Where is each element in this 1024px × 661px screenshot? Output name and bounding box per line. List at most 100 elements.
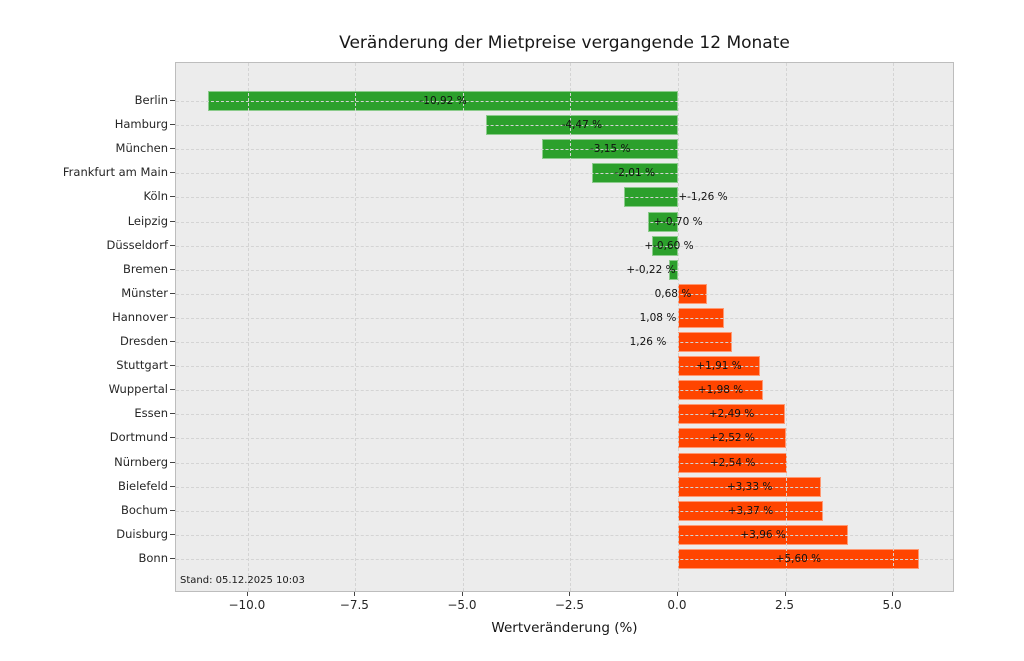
y-tick-label: München bbox=[115, 141, 168, 156]
y-tick-mark bbox=[170, 172, 175, 174]
y-gridline bbox=[176, 101, 953, 102]
bar-value-label: +2,49 % bbox=[708, 408, 755, 421]
x-gridline bbox=[785, 63, 787, 591]
y-gridline bbox=[176, 414, 953, 416]
y-gridline bbox=[176, 197, 953, 199]
y-tick-label: Berlin bbox=[134, 93, 168, 107]
bar-value-label: -2,01 % bbox=[614, 167, 655, 180]
y-gridline bbox=[176, 149, 953, 151]
y-tick-label: Bielefeld bbox=[117, 478, 168, 493]
bar-value-label: +2,52 % bbox=[709, 432, 755, 445]
bar-value-label: +1,91 % bbox=[696, 360, 742, 373]
y-tick-mark bbox=[170, 461, 175, 463]
y-gridline bbox=[176, 221, 953, 223]
y-tick-mark bbox=[170, 365, 175, 367]
y-gridline bbox=[176, 486, 953, 488]
y-tick-label: Hannover bbox=[112, 309, 168, 324]
bar-value-label: 1,08 % bbox=[639, 311, 677, 324]
x-axis-label: Wertveränderung (%) bbox=[491, 620, 638, 636]
x-tick-mark bbox=[892, 592, 894, 596]
bar-value-label: +-1,26 % bbox=[678, 191, 728, 204]
x-tick-label: −10.0 bbox=[228, 598, 266, 612]
y-tick-mark bbox=[170, 316, 175, 318]
y-tick-mark bbox=[170, 389, 175, 391]
y-tick-label: Münster bbox=[121, 285, 168, 300]
y-gridline bbox=[176, 438, 953, 440]
y-tick-label: Düsseldorf bbox=[106, 237, 168, 252]
y-gridline bbox=[176, 462, 953, 464]
bar-value-label: +3,96 % bbox=[740, 528, 786, 541]
y-tick-mark bbox=[170, 100, 175, 101]
x-tick-mark bbox=[461, 592, 463, 596]
plot-area: -10,92 % -4,47 % -3,15 % -2,01 % +-1,26 % +-0… bbox=[175, 62, 954, 592]
y-tick-label: Frankfurt am Main bbox=[62, 165, 168, 180]
y-tick-label: Essen bbox=[134, 406, 168, 421]
y-tick-mark bbox=[170, 196, 175, 198]
x-gridline bbox=[677, 63, 679, 591]
y-tick-label: Wuppertal bbox=[108, 382, 168, 397]
bar-value-label: +5,60 % bbox=[775, 552, 822, 565]
bar-value-label: +-0,22 % bbox=[626, 263, 676, 276]
y-tick-label: Leipzig bbox=[127, 213, 168, 228]
y-tick-mark bbox=[170, 413, 175, 415]
y-tick-mark bbox=[170, 509, 175, 511]
x-gridline bbox=[570, 63, 572, 591]
y-tick-label: Bremen bbox=[122, 261, 168, 276]
y-gridline bbox=[176, 317, 953, 319]
y-tick-mark bbox=[170, 148, 175, 150]
y-gridline bbox=[176, 269, 953, 271]
y-tick-mark bbox=[170, 124, 175, 126]
y-tick-mark bbox=[170, 292, 175, 294]
bar-value-label: +1,98 % bbox=[697, 384, 744, 397]
bar-value-label: 1,26 % bbox=[629, 336, 667, 348]
bar-value-label: -4,47 % bbox=[561, 119, 603, 132]
x-tick-mark bbox=[569, 592, 571, 596]
y-tick-mark bbox=[170, 268, 175, 270]
y-tick-label: Duisburg bbox=[116, 526, 168, 541]
x-tick-label: 5.0 bbox=[882, 598, 902, 612]
y-gridline bbox=[176, 125, 953, 127]
x-tick-label: −7.5 bbox=[339, 598, 369, 612]
y-tick-mark bbox=[170, 244, 175, 246]
bar-value-label: +2,54 % bbox=[709, 456, 756, 469]
y-tick-label: Bonn bbox=[138, 550, 168, 565]
x-tick-mark bbox=[676, 592, 678, 596]
x-gridline bbox=[893, 63, 895, 591]
x-tick-label: 0.0 bbox=[667, 598, 687, 612]
chart-title: Veränderung der Mietpreise vergangende 1… bbox=[339, 33, 790, 53]
x-tick-mark bbox=[784, 592, 786, 596]
y-tick-label: Köln bbox=[143, 189, 169, 204]
y-tick-mark bbox=[170, 485, 175, 487]
y-tick-label: Nürnberg bbox=[114, 454, 168, 469]
x-gridline bbox=[462, 63, 464, 591]
y-tick-mark bbox=[170, 341, 175, 342]
y-gridline bbox=[176, 534, 953, 536]
y-tick-mark bbox=[170, 220, 175, 222]
y-tick-mark bbox=[170, 557, 175, 559]
bar-value-label: +3,33 % bbox=[726, 480, 773, 493]
bar-value-label: 0,68 % bbox=[654, 287, 692, 300]
x-tick-mark bbox=[354, 592, 356, 596]
x-tick-label: −5.0 bbox=[447, 598, 477, 612]
y-tick-mark bbox=[170, 437, 175, 439]
timestamp-annotation: Stand: 05.12.2025 10:03 bbox=[180, 575, 305, 586]
y-tick-label: Hamburg bbox=[114, 117, 168, 132]
bar-value-label: -3,15 % bbox=[589, 143, 631, 156]
y-gridline bbox=[176, 342, 953, 343]
x-tick-label: −2.5 bbox=[554, 598, 584, 612]
y-tick-label: Dortmund bbox=[109, 430, 168, 445]
y-tick-label: Bochum bbox=[120, 502, 168, 517]
x-tick-label: 2.5 bbox=[774, 598, 795, 612]
y-gridline bbox=[176, 510, 953, 512]
y-gridline bbox=[176, 366, 953, 368]
y-tick-mark bbox=[170, 533, 175, 535]
bar-value-label: -10,92 % bbox=[419, 95, 467, 107]
bar-value-label: +3,37 % bbox=[727, 504, 774, 517]
bar-value-label: +-0,70 % bbox=[653, 215, 703, 228]
x-gridline bbox=[355, 63, 357, 591]
y-gridline bbox=[176, 293, 953, 295]
y-gridline bbox=[176, 558, 953, 560]
y-gridline bbox=[176, 173, 953, 175]
bar-value-label: +-0,60 % bbox=[644, 239, 694, 252]
